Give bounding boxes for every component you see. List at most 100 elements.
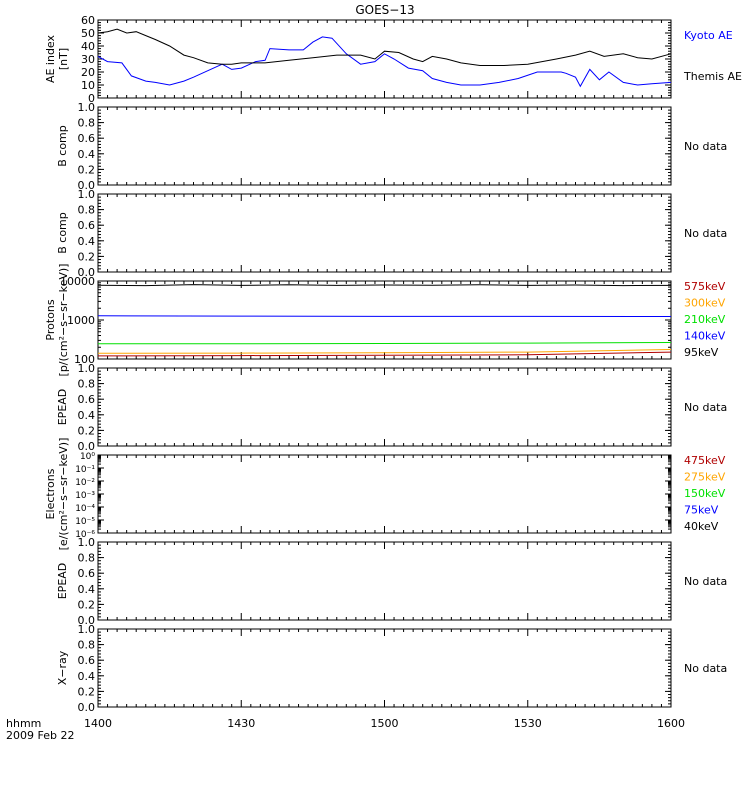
y-tick-label: 0.2 — [78, 424, 96, 437]
y-tick-label: 0.2 — [78, 598, 96, 611]
panel-b1: 0.0 0.2 0.4 0.6 0.8 1.0 B comp No data — [56, 101, 727, 192]
panel-frame — [97, 193, 672, 273]
y-tick-label: 1.0 — [78, 362, 96, 375]
y-tick-label: 0.0 — [78, 266, 96, 279]
panel-b2: 0.0 0.2 0.4 0.6 0.8 1.0 B comp No data — [56, 188, 727, 279]
y-tick-label: 10⁻⁵ — [75, 517, 95, 527]
y-axis-label: B comp — [56, 212, 69, 254]
y-tick-label: 10⁰ — [80, 452, 95, 462]
y-axis-label: EPEAD — [56, 563, 69, 600]
y-axis-label: [e/(cm²−s−sr−keV)] — [57, 438, 70, 551]
y-tick-label: 10⁻¹ — [75, 465, 95, 475]
panel-electrons: 10⁻⁶ 10⁻⁵ 10⁻⁴ 10⁻³ 10⁻² 10⁻¹ 10⁰ Electrons [e/(… — [44, 438, 726, 551]
time-label: hhmm — [6, 717, 41, 730]
y-tick-label: 1.0 — [78, 623, 96, 636]
y-tick-label: 0.0 — [78, 179, 96, 192]
y-tick-label: 0.8 — [78, 204, 96, 217]
panel-frame — [97, 541, 672, 621]
y-tick-label: 60 — [81, 14, 95, 27]
y-tick-label: 0.4 — [78, 148, 96, 161]
legend-entry: 475keV — [684, 454, 726, 467]
y-tick-label: 0.2 — [78, 163, 96, 176]
y-axis-label: [p/(cm²−s−sr−keV)] — [57, 264, 70, 377]
y-tick-label: 0.4 — [78, 409, 96, 422]
y-tick-label: 10 — [81, 79, 95, 92]
no-data-label: No data — [684, 401, 727, 414]
y-axis-label: Electrons — [44, 468, 57, 519]
legend-entry: Kyoto AE — [684, 29, 733, 42]
panel-frame — [97, 280, 672, 360]
y-tick-label: 10⁻⁴ — [75, 504, 95, 514]
legend-entry: 575keV — [684, 280, 726, 293]
y-tick-label: 1.0 — [78, 188, 96, 201]
series-line-140kev — [97, 315, 672, 317]
y-axis-label: X−ray — [56, 650, 69, 685]
panel-epead2: 0.0 0.2 0.4 0.6 0.8 1.0 EPEAD No data — [56, 536, 727, 627]
y-tick-label: 0.8 — [78, 378, 96, 391]
legend-entry: 275keV — [684, 471, 726, 484]
panel-frame — [97, 628, 672, 708]
y-axis-label: EPEAD — [56, 389, 69, 426]
y-tick-label: 10⁻³ — [75, 491, 95, 501]
y-tick-label: 10000 — [60, 275, 95, 288]
legend-entry: 150keV — [684, 487, 726, 500]
panel-frame — [97, 454, 672, 534]
y-tick-label: 0.4 — [78, 583, 96, 596]
y-tick-label: 0.2 — [78, 685, 96, 698]
y-tick-label: 1000 — [67, 314, 95, 327]
y-tick-label: 0.6 — [78, 393, 96, 406]
x-tick-label: 1400 — [84, 717, 112, 730]
legend-entry: Themis AE — [683, 70, 742, 83]
date-label: 2009 Feb 22 — [6, 729, 74, 742]
y-tick-label: 0.6 — [78, 567, 96, 580]
panel-frame — [97, 19, 672, 99]
y-tick-label: 0.8 — [78, 639, 96, 652]
y-tick-label: 100 — [74, 353, 95, 366]
no-data-label: No data — [684, 575, 727, 588]
no-data-label: No data — [684, 140, 727, 153]
x-axis: 1400 1430 1500 1530 1600 — [84, 717, 685, 730]
x-tick-label: 1430 — [227, 717, 255, 730]
y-tick-label: 0.0 — [78, 701, 96, 714]
legend-entry: 95keV — [684, 346, 719, 359]
y-tick-label: 20 — [81, 66, 95, 79]
panel-frame — [97, 367, 672, 447]
y-tick-label: 0.6 — [78, 654, 96, 667]
no-data-label: No data — [684, 662, 727, 675]
series-line-300kev — [97, 349, 672, 354]
y-tick-label: 0.8 — [78, 117, 96, 130]
y-tick-label: 0.8 — [78, 552, 96, 565]
legend-entry: 75keV — [684, 504, 719, 517]
y-tick-label: 40 — [81, 40, 95, 53]
legend-entry: 300keV — [684, 297, 726, 310]
legend-entry: 210keV — [684, 313, 726, 326]
panel-frame — [97, 106, 672, 186]
x-tick-label: 1600 — [657, 717, 685, 730]
y-tick-label: 1.0 — [78, 101, 96, 114]
series-line-themis-ae — [97, 28, 672, 66]
series-line-575kev — [97, 351, 672, 357]
y-tick-label: 0.0 — [78, 614, 96, 627]
no-data-label: No data — [684, 227, 727, 240]
y-tick-label: 30 — [81, 53, 95, 66]
x-tick-label: 1530 — [514, 717, 542, 730]
panel-xray: 0.0 0.2 0.4 0.6 0.8 1.0 X−ray No data — [56, 623, 727, 714]
y-tick-label: 0.6 — [78, 132, 96, 145]
y-tick-label: 0.0 — [78, 440, 96, 453]
y-axis-label: [nT] — [57, 48, 70, 70]
y-tick-label: 0 — [88, 92, 95, 105]
series-line-210kev — [98, 342, 672, 345]
y-tick-label: 10⁻² — [75, 478, 95, 488]
y-axis-label: Protons — [44, 299, 57, 340]
legend-entry: 140keV — [684, 330, 726, 343]
panel-epead1: 0.0 0.2 0.4 0.6 0.8 1.0 EPEAD No data — [56, 362, 727, 453]
series-line-95kev — [97, 284, 672, 287]
y-tick-label: 0.4 — [78, 670, 96, 683]
y-tick-label: 0.2 — [78, 250, 96, 263]
y-tick-label: 0.4 — [78, 235, 96, 248]
x-tick-label: 1500 — [371, 717, 399, 730]
